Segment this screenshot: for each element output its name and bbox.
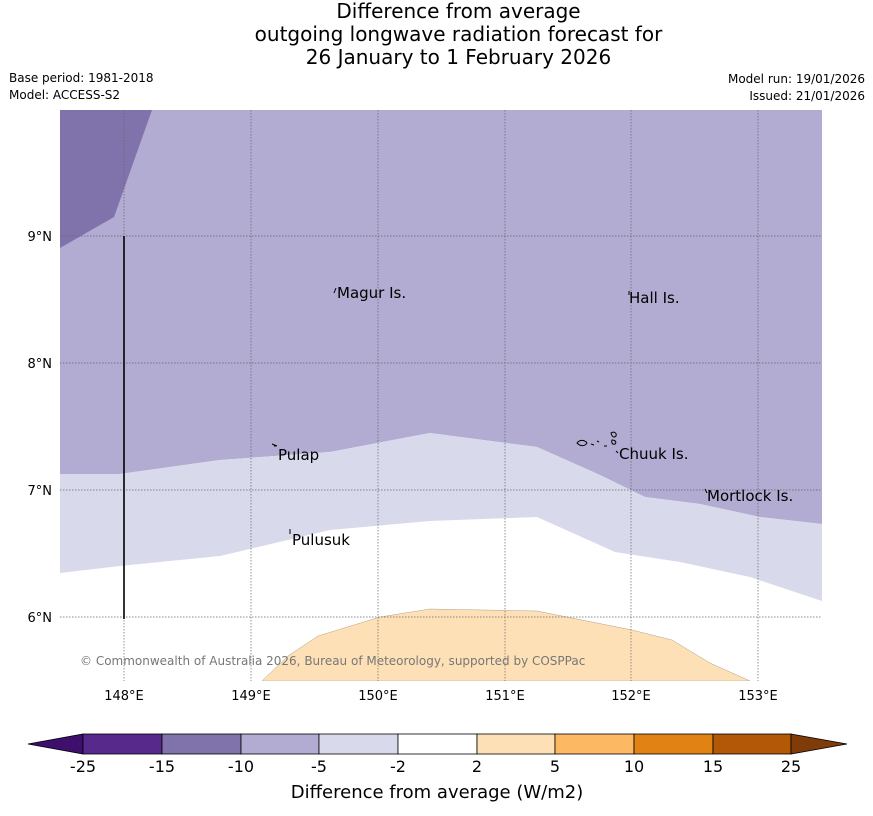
- contour-band-minus15: [60, 110, 152, 248]
- contour-band-minus5: [60, 433, 822, 601]
- lon-label-153e: 153°E: [738, 689, 778, 704]
- lon-label-149e: 149°E: [231, 689, 271, 704]
- lat-axis: 9°N 8°N 7°N 6°N: [28, 230, 53, 626]
- colorbar-tick-8: 10: [624, 757, 644, 776]
- colorbar-swatch-8: [633, 733, 714, 755]
- contour-band-plus2: [261, 608, 751, 681]
- colorbar-tick-6: 2: [472, 757, 482, 776]
- lat-label-7n: 7°N: [28, 484, 53, 499]
- place-magur: Magur Is.: [337, 284, 406, 302]
- colorbar-tick-7: 5: [550, 757, 560, 776]
- islands: [271, 287, 708, 534]
- graticule: [60, 110, 822, 681]
- meta-left: Base period: 1981-2018 Model: ACCESS-S2: [9, 70, 154, 104]
- title-line-3: 26 January to 1 February 2026: [305, 45, 612, 69]
- copyright-notice: © Commonwealth of Australia 2026, Bureau…: [80, 654, 585, 668]
- colorbar-tick-5: -2: [390, 757, 406, 776]
- colorbar-tick-10: 25: [781, 757, 801, 776]
- colorbar-swatch-1: [82, 733, 163, 755]
- colorbar-swatch-5: [397, 733, 478, 755]
- colorbar-swatch-6: [476, 733, 556, 755]
- colorbar-label: Difference from average (W/m2): [291, 782, 583, 803]
- place-pulusuk: Pulusuk: [292, 531, 350, 549]
- colorbar-arrow-min: [27, 733, 84, 755]
- island-mortlock: [704, 488, 708, 494]
- issued-date: Issued: 21/01/2026: [749, 89, 865, 103]
- map-area: Magur Is. Hall Is. Pulap Chuuk Is. Mortl…: [60, 110, 822, 681]
- lon-label-150e: 150°E: [358, 689, 398, 704]
- title-line-2: outgoing longwave radiation forecast for: [254, 22, 663, 46]
- island-chuuk: [576, 431, 619, 454]
- model-run: Model run: 19/01/2026: [727, 72, 865, 86]
- island-magur: [333, 287, 337, 294]
- lon-axis: 148°E 149°E 150°E 151°E 152°E 153°E: [104, 689, 778, 704]
- colorbar-swatch-4: [318, 733, 399, 755]
- lat-label-9n: 9°N: [28, 230, 53, 245]
- colorbar-tick-9: 15: [703, 757, 723, 776]
- title-line-1: Difference from average: [336, 0, 581, 23]
- colorbar-swatch-2: [161, 733, 242, 755]
- place-hall: Hall Is.: [629, 289, 680, 307]
- contour-band-minus10: [60, 110, 822, 524]
- colorbar-tick-3: -10: [228, 757, 254, 776]
- map-title: Difference from average outgoing longwav…: [0, 0, 873, 69]
- lon-label-152e: 152°E: [611, 689, 651, 704]
- lon-label-151e: 151°E: [485, 689, 525, 704]
- colorbar-swatch-7: [554, 733, 635, 755]
- meta-right: Model run: 19/01/2026 Issued: 21/01/2026: [728, 71, 865, 105]
- colorbar-swatch-3: [240, 733, 320, 755]
- place-mortlock: Mortlock Is.: [707, 487, 793, 505]
- place-pulap: Pulap: [278, 446, 319, 464]
- colorbar-tick-2: -15: [149, 757, 175, 776]
- colorbar-arrow-max: [790, 733, 848, 755]
- lat-label-6n: 6°N: [28, 611, 53, 626]
- base-period: Base period: 1981-2018: [9, 71, 154, 85]
- lat-label-8n: 8°N: [28, 357, 53, 372]
- place-chuuk: Chuuk Is.: [619, 445, 688, 463]
- colorbar: -25 -15 -10 -5 -2 2 5 10 15 25 Differenc…: [27, 733, 848, 803]
- colorbar-swatch-9: [712, 733, 792, 755]
- lon-label-148e: 148°E: [104, 689, 144, 704]
- island-pulap: [271, 443, 278, 447]
- model-name: Model: ACCESS-S2: [9, 88, 121, 102]
- colorbar-tick-1: -25: [70, 757, 96, 776]
- colorbar-tick-4: -5: [311, 757, 327, 776]
